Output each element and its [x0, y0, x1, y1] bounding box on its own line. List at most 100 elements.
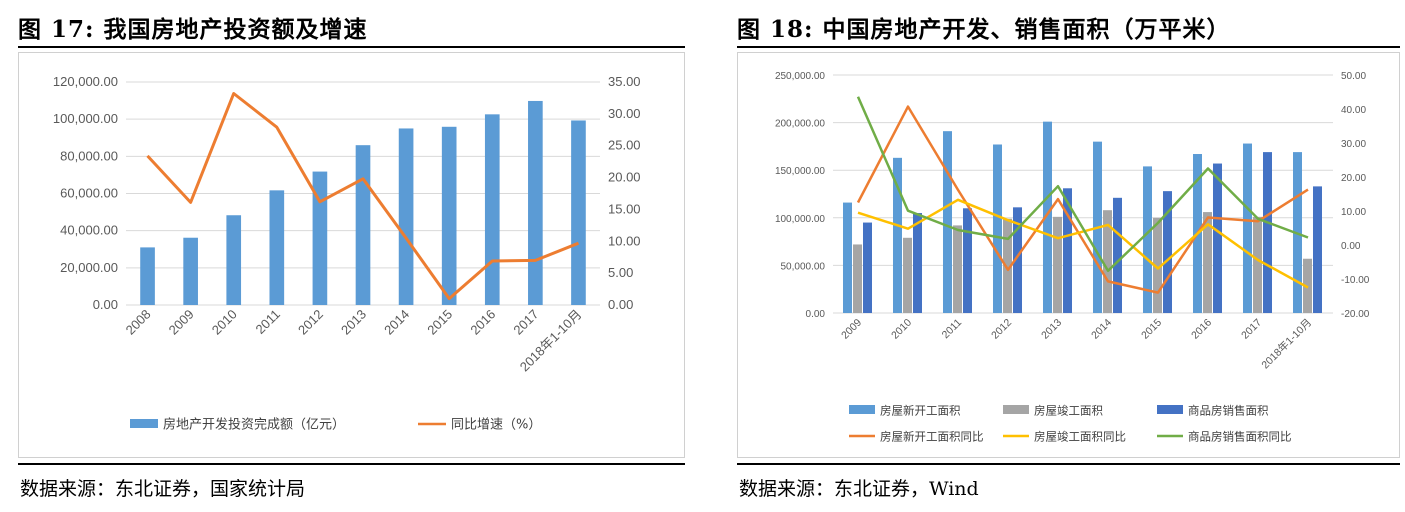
fig18-y-right-tick: -10.00: [1341, 275, 1370, 286]
fig18-y-right-tick: 30.00: [1341, 139, 1366, 150]
figure-17-panel: 图 17: 我国房地产投资额及增速 0.00 20,000.00 40,000.00…: [18, 0, 685, 512]
fig18-y-right-tick: 50.00: [1341, 71, 1366, 82]
fig18-legend-label: 房屋竣工面积: [1034, 404, 1103, 418]
fig18-x-tick: 2012: [989, 317, 1014, 342]
fig18-bar: [863, 222, 872, 313]
fig18-bar: [1243, 143, 1252, 313]
fig18-series-line: [857, 198, 1309, 289]
fig18-x-tick: 2016: [1189, 317, 1214, 342]
fig17-bar: [312, 171, 328, 305]
fig18-x-tick: 2013: [1039, 317, 1064, 342]
figure-18-chart: 0.00 50,000.00 100,000.00 150,000.00 200,000…: [775, 71, 1370, 444]
fig17-y-right-tick: 35.00: [608, 74, 641, 89]
figure-18-chart-frame: [737, 52, 1400, 458]
fig17-x-tick: 2009: [166, 307, 197, 338]
fig17-legend-label: 房地产开发投资完成额（亿元）: [163, 417, 345, 433]
fig18-x-tick: 2009: [839, 317, 864, 342]
fig18-y-left-tick: 200,000.00: [775, 119, 825, 130]
figure-17-bottom-rule: [18, 463, 685, 465]
fig17-y-left-tick: 40,000.00: [60, 223, 118, 238]
fig18-x-tick: 2015: [1139, 317, 1164, 342]
fig17-bar: [269, 190, 285, 305]
fig18-bar: [1063, 188, 1072, 313]
fig18-y-right-tick: 40.00: [1341, 105, 1366, 116]
fig18-x-tick: 2011: [940, 317, 965, 342]
fig18-bar: [893, 157, 902, 313]
fig18-y-right-tick: -20.00: [1341, 309, 1370, 320]
fig17-bar: [140, 247, 155, 305]
fig17-y-right-tick: 10.00: [608, 233, 641, 248]
fig18-bar: [1043, 121, 1052, 313]
fig17-y-right-tick: 5.00: [608, 265, 633, 280]
fig18-legend-label: 商品房销售面积: [1188, 404, 1269, 418]
fig17-bar: [571, 120, 586, 305]
fig17-x-tick: 2015: [424, 307, 455, 338]
fig18-legend-label: 房屋新开工面积同比: [880, 430, 984, 444]
fig18-y-right-tick: 10.00: [1341, 207, 1366, 218]
fig17-series-line: [146, 92, 580, 301]
fig18-x-tick: 2018年1-10月: [1259, 316, 1314, 371]
fig18-legend-label: 房屋新开工面积: [880, 404, 961, 418]
fig18-bar: [943, 131, 952, 313]
fig18-legend-swatch: [849, 405, 875, 414]
fig18-y-right-tick: 20.00: [1341, 173, 1366, 184]
fig18-bar: [1203, 212, 1212, 313]
figure-18-title: 图 18: 中国房地产开发、销售面积（万平米）: [737, 16, 1231, 43]
fig18-bar: [1163, 191, 1172, 313]
figure-17-chart: 0.00 20,000.00 40,000.00 60,000.00 80,000.00…: [53, 74, 641, 433]
fig18-bar: [853, 244, 862, 313]
figure-17-chart-frame: [18, 52, 685, 458]
fig17-legend-swatch: [130, 419, 158, 428]
fig18-y-left-tick: 100,000.00: [775, 214, 825, 225]
figure-18-bottom-rule: [737, 463, 1400, 465]
fig17-y-right-tick: 25.00: [608, 138, 641, 153]
figure-18-panel: 图 18: 中国房地产开发、销售面积（万平米） 0.00 50,000.00 100…: [737, 0, 1400, 512]
fig18-x-tick: 2010: [889, 317, 914, 342]
fig18-bar: [1153, 217, 1162, 313]
figure-17-top-rule: [18, 46, 685, 48]
fig18-series-line: [856, 96, 1309, 273]
fig18-y-left-tick: 50,000.00: [781, 261, 826, 272]
fig18-legend-label: 商品房销售面积同比: [1188, 430, 1292, 444]
fig17-x-tick: 2014: [381, 307, 412, 338]
fig17-x-tick: 2010: [209, 307, 240, 338]
fig18-bar: [913, 213, 922, 313]
fig17-bar: [484, 114, 500, 306]
fig18-bar: [1053, 216, 1062, 313]
fig18-x-tick: 2017: [1239, 317, 1264, 342]
fig17-bar: [226, 215, 242, 305]
fig18-bar: [1013, 207, 1022, 313]
fig18-bar: [953, 225, 962, 313]
fig17-y-right-tick: 15.00: [608, 201, 641, 216]
fig18-bar: [993, 144, 1002, 313]
fig17-x-tick: 2012: [295, 307, 326, 338]
fig18-y-left-tick: 150,000.00: [775, 166, 825, 177]
fig17-y-right-tick: 30.00: [608, 106, 641, 121]
fig18-bar: [1113, 197, 1122, 313]
fig18-bar: [843, 202, 852, 313]
fig17-y-left-tick: 100,000.00: [53, 111, 118, 126]
fig18-x-tick: 2014: [1089, 317, 1114, 342]
fig17-y-left-tick: 120,000.00: [53, 74, 118, 89]
fig17-y-left-tick: 80,000.00: [60, 148, 118, 163]
fig18-bar: [1103, 210, 1112, 313]
fig18-series-line: [856, 105, 1309, 294]
fig17-bar: [355, 145, 371, 305]
fig18-y-left-tick: 0.00: [806, 309, 826, 320]
fig18-bar: [1213, 163, 1222, 313]
figure-17-source: 数据来源：东北证券，国家统计局: [20, 478, 306, 500]
fig17-x-tick: 2017: [510, 307, 541, 338]
fig17-x-tick: 2016: [467, 307, 498, 338]
fig18-bar: [1143, 166, 1152, 313]
fig17-bar: [528, 100, 543, 305]
figure-18-top-rule: [737, 46, 1400, 48]
fig17-x-tick: 2013: [338, 307, 369, 338]
fig18-y-right-tick: 0.00: [1341, 241, 1361, 252]
fig17-bar: [398, 128, 414, 305]
fig18-bar: [1313, 186, 1322, 313]
figure-17-title: 图 17: 我国房地产投资额及增速: [18, 16, 368, 43]
fig17-bar: [183, 237, 198, 305]
fig18-bar: [963, 208, 972, 313]
fig18-bar: [1003, 218, 1012, 313]
figure-18-source: 数据来源：东北证券，Wind: [739, 478, 979, 500]
